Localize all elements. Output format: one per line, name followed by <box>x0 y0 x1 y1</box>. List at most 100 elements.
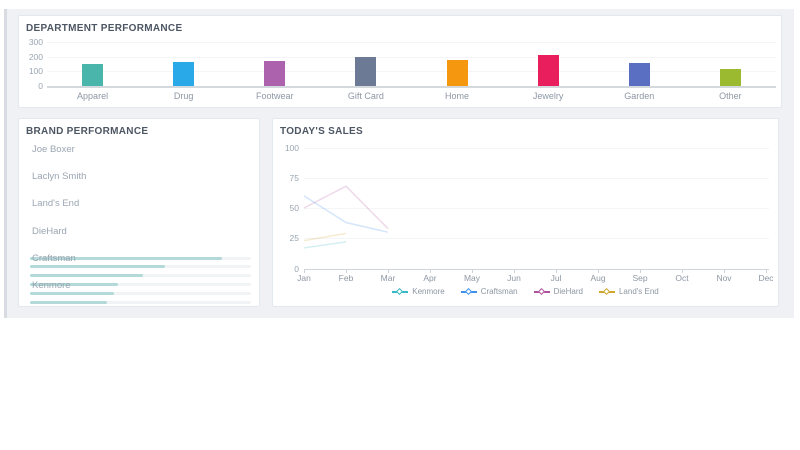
line-series-diehard <box>303 185 389 230</box>
category-label: Drug <box>173 91 194 101</box>
brand-label: Laclyn Smith <box>32 171 87 183</box>
gridline <box>47 42 776 44</box>
legend-marker-diamond <box>396 287 404 296</box>
month-label: Nov <box>716 273 732 283</box>
brand-bar-fill <box>30 265 165 269</box>
brand-bar-track <box>30 265 251 269</box>
brand-label: DieHard <box>32 225 67 237</box>
month-label: Dec <box>758 273 774 283</box>
brand-label: Craftsman <box>32 252 76 264</box>
todays-sales-line-chart: 0 25 50 75 100 Jan Feb Mar Apr May Jun Jul Aug Sep Oct… <box>273 119 778 306</box>
axis-tick <box>346 268 347 273</box>
brand-bar-track <box>30 300 251 304</box>
axis-tick <box>430 268 431 273</box>
brand-bar-track <box>30 291 251 295</box>
month-label: Mar <box>380 273 396 283</box>
brand-bar-fill <box>30 274 143 278</box>
legend-label: Kenmore <box>412 287 445 296</box>
legend-line-diamond-icon <box>533 287 550 296</box>
bar-apparel <box>82 64 104 86</box>
month-label: Apr <box>423 273 437 283</box>
category-label: Jewelry <box>532 91 564 101</box>
brand-label: Land's End <box>32 198 80 210</box>
brand-bar-fill <box>30 300 108 304</box>
axis-tick <box>388 268 389 273</box>
category-label: Other <box>719 91 742 101</box>
sales-legend: Kenmore Craftsman DieHard Land's End <box>273 287 778 296</box>
brand-performance-panel: BRAND PERFORMANCE Joe Boxer Laclyn Smith L… <box>18 118 260 307</box>
legend-line-diamond-icon <box>460 287 477 296</box>
category-label: Home <box>445 91 470 101</box>
bar-other <box>719 68 741 86</box>
bar-footwear <box>264 61 286 86</box>
brand-bar-fill <box>30 282 119 286</box>
legend-line-diamond-icon <box>598 287 615 296</box>
y-tick-label: 200 <box>28 51 43 62</box>
y-tick-label: 100 <box>284 142 299 153</box>
brand-bar-track <box>30 256 251 260</box>
gridline <box>47 71 776 73</box>
sales-panel-title: TODAY'S SALES <box>280 126 363 137</box>
legend-item-kenmore[interactable]: Kenmore <box>392 287 445 296</box>
legend-item-diehard[interactable]: DieHard <box>533 287 583 296</box>
month-label: Feb <box>338 273 354 283</box>
legend-marker-diamond <box>602 287 611 296</box>
bar-home <box>446 59 468 86</box>
department-performance-panel: DEPARTMENT PERFORMANCE 0 100 200 300 Apparel… <box>18 15 782 108</box>
axis-tick <box>682 268 683 273</box>
department-bar-chart: 0 100 200 300 Apparel Drug Footwear Gift Card Ho… <box>19 16 781 107</box>
line-series-kenmore <box>303 241 347 249</box>
legend-line-diamond-icon <box>392 287 409 296</box>
y-tick-label: 25 <box>289 233 299 244</box>
legend-marker-diamond <box>537 287 545 296</box>
legend-item-land-s-end[interactable]: Land's End <box>598 287 659 296</box>
month-label: Sep <box>632 273 648 283</box>
axis-tick <box>472 268 473 273</box>
month-label: Jun <box>507 273 521 283</box>
legend-label: DieHard <box>553 287 583 296</box>
axis-tick <box>766 268 767 273</box>
month-label: Jan <box>297 273 311 283</box>
line-series-land-s-end <box>303 232 347 242</box>
gridline <box>47 56 776 58</box>
month-label: Oct <box>675 273 689 283</box>
category-label: Garden <box>624 91 655 101</box>
gridline <box>304 208 769 209</box>
y-tick-label: 100 <box>28 66 43 77</box>
legend-marker-diamond <box>464 287 472 296</box>
line-series-craftsman <box>303 195 389 233</box>
brand-label: Kenmore <box>32 280 71 291</box>
x-axis-line <box>47 85 776 88</box>
brand-label: Joe Boxer <box>32 144 75 155</box>
y-tick-label: 75 <box>289 172 299 183</box>
brand-bar-fill <box>30 291 114 295</box>
legend-label: Land's End <box>618 287 659 296</box>
axis-tick <box>556 268 557 273</box>
category-label: Footwear <box>256 91 294 101</box>
department-panel-title: DEPARTMENT PERFORMANCE <box>26 23 183 34</box>
dashboard: DEPARTMENT PERFORMANCE 0 100 200 300 Apparel… <box>4 9 794 318</box>
legend-label: Craftsman <box>480 287 518 296</box>
y-tick-label: 50 <box>289 203 299 213</box>
axis-tick <box>640 268 641 273</box>
axis-tick <box>724 268 725 273</box>
category-label: Gift Card <box>347 91 384 101</box>
x-axis-line <box>304 268 769 270</box>
gridline <box>304 177 769 179</box>
brand-bar-track <box>30 282 251 286</box>
brand-bar-fill <box>30 256 223 260</box>
bar-drug <box>173 61 195 86</box>
category-label: Apparel <box>77 91 109 101</box>
bar-jewelry <box>537 55 559 86</box>
month-label: Jul <box>550 273 562 283</box>
brand-panel-title: BRAND PERFORMANCE <box>26 126 149 137</box>
bar-gift-card <box>355 56 377 86</box>
bar-garden <box>628 62 650 86</box>
month-label: Aug <box>590 273 606 283</box>
y-tick-label: 0 <box>38 81 43 91</box>
axis-tick <box>304 268 305 273</box>
y-tick-label: 300 <box>28 37 43 48</box>
y-tick-label: 0 <box>294 263 299 274</box>
legend-item-craftsman[interactable]: Craftsman <box>460 287 518 296</box>
axis-tick <box>598 268 599 273</box>
